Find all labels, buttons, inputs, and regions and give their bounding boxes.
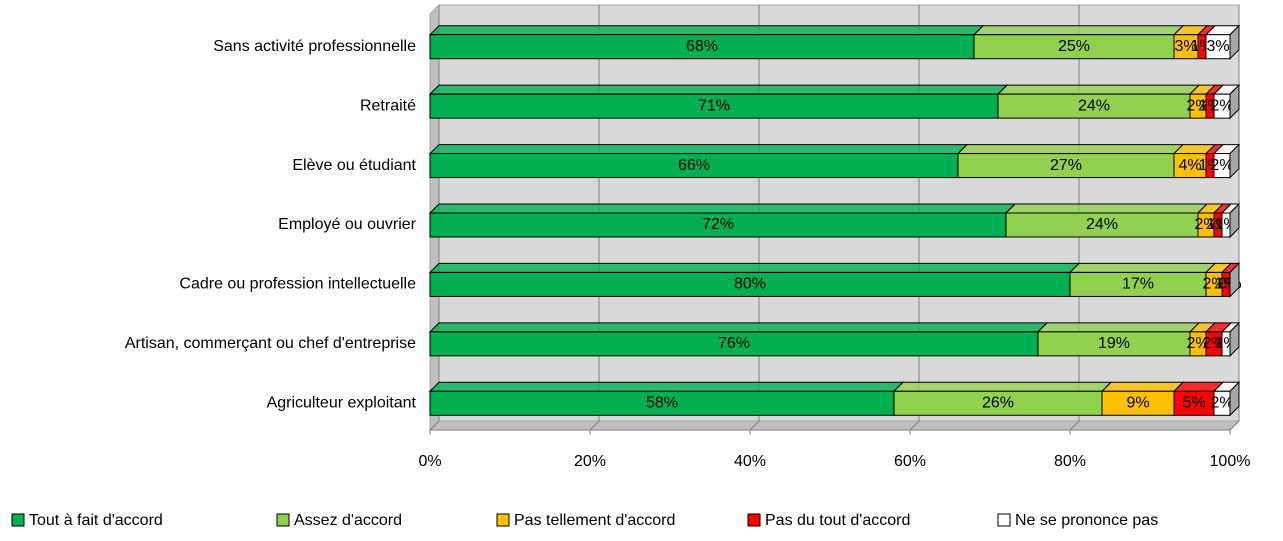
data-label: 26% bbox=[982, 395, 1014, 412]
data-label: 4% bbox=[1178, 157, 1201, 174]
grid-line bbox=[429, 5, 440, 431]
data-label: 2% bbox=[1210, 395, 1233, 412]
data-label: 25% bbox=[1058, 38, 1090, 55]
legend-swatch bbox=[496, 513, 510, 527]
grid-line bbox=[1229, 5, 1240, 431]
bar bbox=[1173, 34, 1199, 60]
bar-top bbox=[892, 381, 1113, 392]
grid-line bbox=[749, 5, 760, 431]
data-label: 66% bbox=[678, 157, 710, 174]
bar-top bbox=[428, 381, 905, 392]
data-label: 76% bbox=[718, 335, 750, 352]
grid-line bbox=[589, 5, 600, 431]
bar bbox=[429, 390, 895, 416]
data-label: 5% bbox=[1182, 395, 1205, 412]
bar-top bbox=[428, 322, 1049, 333]
data-label: 27% bbox=[1050, 157, 1082, 174]
data-label: 2% bbox=[1186, 335, 1209, 352]
bar-top bbox=[428, 203, 1017, 214]
x-tick-label: 60% bbox=[894, 453, 926, 470]
bar bbox=[1005, 212, 1199, 238]
bar-side bbox=[1229, 321, 1240, 358]
y-tick-label: Sans activité professionnelle bbox=[213, 38, 416, 55]
y-tick-label: Retraité bbox=[360, 97, 416, 114]
bar-top bbox=[1100, 381, 1185, 392]
data-label: 80% bbox=[734, 276, 766, 293]
data-label: 9% bbox=[1126, 395, 1149, 412]
legend-swatch bbox=[747, 513, 761, 527]
bar bbox=[1205, 34, 1231, 60]
bar bbox=[1173, 390, 1215, 416]
data-label: 24% bbox=[1086, 216, 1118, 233]
legend-label: Pas tellement d'accord bbox=[514, 512, 675, 529]
bar-top bbox=[996, 84, 1201, 95]
grid-line bbox=[909, 5, 920, 431]
bar-top bbox=[1068, 262, 1217, 273]
bar-top bbox=[428, 25, 985, 36]
legend-swatch bbox=[276, 513, 290, 527]
bar bbox=[1069, 271, 1207, 297]
x-tick-label: 0% bbox=[418, 453, 441, 470]
legend-label: Ne se prononce pas bbox=[1015, 512, 1158, 529]
bar bbox=[429, 212, 1007, 238]
bar-top bbox=[1036, 322, 1201, 333]
data-label: 17% bbox=[1122, 276, 1154, 293]
legend-label: Tout à fait d'accord bbox=[29, 512, 163, 529]
bar-top bbox=[972, 25, 1185, 36]
y-tick-label: Artisan, commerçant ou chef d'entreprise bbox=[125, 335, 416, 352]
bar bbox=[997, 93, 1191, 119]
data-label: 58% bbox=[646, 395, 678, 412]
data-label: 2% bbox=[1202, 276, 1225, 293]
x-tick-label: 100% bbox=[1210, 453, 1251, 470]
bar-top bbox=[428, 84, 1009, 95]
y-tick-label: Cadre ou profession intellectuelle bbox=[179, 276, 416, 293]
data-label: 24% bbox=[1078, 97, 1110, 114]
bar-side bbox=[1229, 381, 1240, 417]
grid-line bbox=[1069, 5, 1080, 431]
bar-side bbox=[1229, 143, 1240, 179]
data-label: 3% bbox=[1174, 38, 1197, 55]
bar-top bbox=[1004, 203, 1209, 214]
y-tick-label: Employé ou ouvrier bbox=[278, 216, 417, 233]
x-tick-label: 40% bbox=[734, 453, 766, 470]
y-tick-label: Elève ou étudiant bbox=[292, 157, 416, 174]
bar-top bbox=[956, 144, 1185, 155]
data-label: 2% bbox=[1210, 157, 1233, 174]
bar bbox=[429, 271, 1071, 297]
legend-swatch bbox=[997, 513, 1011, 527]
x-tick-label: 80% bbox=[1054, 453, 1086, 470]
data-label: 2% bbox=[1194, 216, 1217, 233]
bar-top bbox=[428, 144, 969, 155]
x-tick-label: 20% bbox=[574, 453, 606, 470]
data-label: 71% bbox=[698, 97, 730, 114]
bar bbox=[429, 93, 999, 119]
bar bbox=[957, 153, 1175, 179]
bar bbox=[973, 34, 1175, 60]
data-label: 2% bbox=[1202, 335, 1225, 352]
bar-top bbox=[428, 262, 1081, 273]
legend-swatch bbox=[11, 513, 25, 527]
bar bbox=[1037, 331, 1191, 357]
data-label: 19% bbox=[1098, 335, 1130, 352]
bar-side bbox=[1229, 83, 1240, 120]
data-label: 2% bbox=[1186, 97, 1209, 114]
bar bbox=[1101, 390, 1175, 416]
floor bbox=[428, 420, 1241, 431]
data-label: 2% bbox=[1210, 97, 1233, 114]
bar-side bbox=[1229, 202, 1240, 239]
legend-label: Assez d'accord bbox=[294, 512, 402, 529]
bar-side bbox=[1229, 262, 1240, 298]
y-tick-label: Agriculteur exploitant bbox=[267, 395, 417, 412]
bar-side bbox=[1229, 24, 1240, 60]
legend-label: Pas du tout d'accord bbox=[765, 512, 910, 529]
data-label: 72% bbox=[702, 216, 734, 233]
data-label: 68% bbox=[686, 38, 718, 55]
data-label: 3% bbox=[1206, 38, 1229, 55]
